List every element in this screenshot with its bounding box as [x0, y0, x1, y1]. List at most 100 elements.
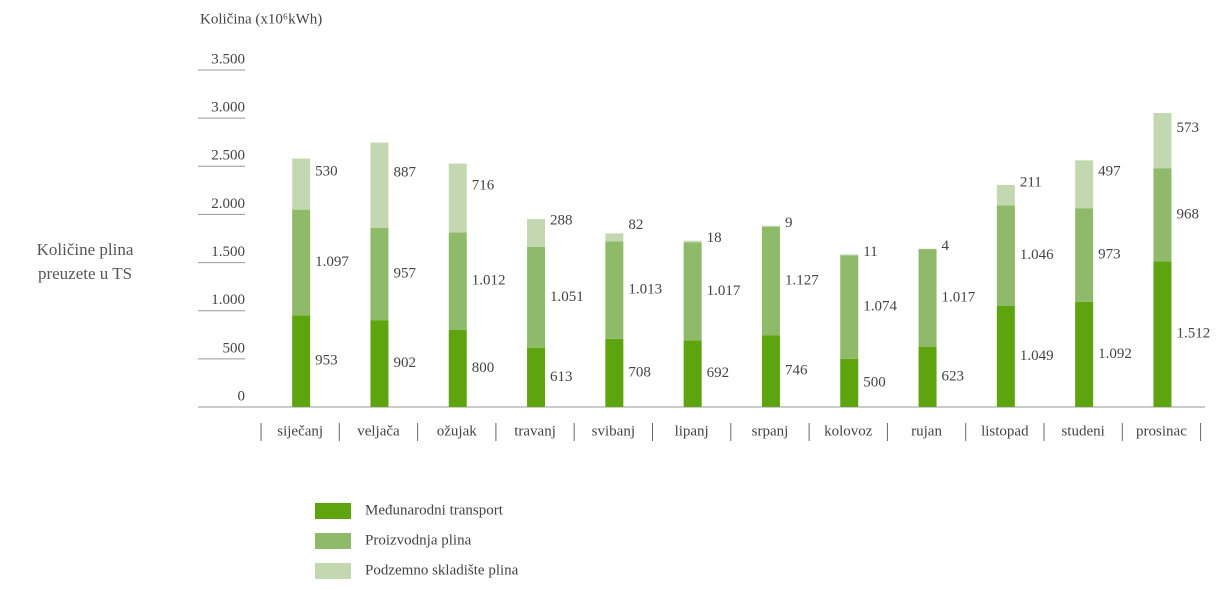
value-label: 746 — [785, 363, 808, 379]
y-tick-label: 0 — [238, 388, 246, 404]
value-label: 530 — [315, 164, 338, 180]
bar-segment — [996, 305, 1015, 407]
value-label: 1.512 — [1176, 326, 1210, 342]
value-label: 968 — [1176, 206, 1199, 222]
value-label: 211 — [1020, 175, 1042, 191]
value-label: 1.013 — [628, 281, 662, 297]
bar-segment — [683, 242, 702, 341]
bar-segment — [840, 255, 859, 359]
value-label: 1.012 — [472, 273, 506, 289]
bar-segment — [683, 340, 702, 407]
value-label: 623 — [942, 368, 965, 384]
y-tick-label: 1.500 — [211, 244, 245, 260]
bar-segment — [761, 226, 780, 336]
legend-label: Proizvodnja plina — [365, 532, 472, 548]
bar-segment — [370, 142, 389, 229]
value-label: 1.046 — [1020, 247, 1054, 263]
value-label: 1.017 — [707, 283, 741, 299]
value-label: 288 — [550, 212, 573, 228]
value-label: 957 — [393, 266, 416, 282]
bar-segment — [527, 219, 546, 247]
value-label: 1.051 — [550, 289, 584, 305]
side-label: Količine plina preuzete u TS — [36, 240, 134, 283]
value-label: 82 — [628, 217, 643, 233]
value-label: 1.097 — [315, 254, 349, 270]
bar-segment — [1075, 301, 1094, 407]
value-label: 1.092 — [1098, 346, 1132, 362]
bar-segment — [1153, 168, 1172, 262]
bar-segment — [527, 246, 546, 348]
value-label: 973 — [1098, 246, 1121, 262]
y-tick-label: 500 — [223, 340, 246, 356]
bar-segment — [292, 158, 311, 210]
y-axis-label: Količina (x10⁶kWh) — [200, 11, 322, 27]
value-label: 9 — [785, 215, 793, 231]
legend-swatch — [315, 533, 351, 549]
bar-segment — [918, 347, 937, 407]
value-label: 1.074 — [863, 299, 897, 315]
x-tick-label: studeni — [1061, 423, 1104, 439]
value-label: 692 — [707, 365, 730, 381]
x-tick-label: veljača — [357, 423, 400, 439]
legend-swatch — [315, 503, 351, 519]
value-label: 953 — [315, 353, 338, 369]
bar-segment — [683, 240, 702, 243]
bar-segment — [605, 338, 624, 407]
x-tick-label: prosinac — [1136, 423, 1187, 439]
bar-segment — [840, 254, 859, 256]
bar-segment — [918, 249, 937, 348]
bar-segment — [292, 209, 311, 316]
x-tick-label: siječanj — [277, 423, 323, 439]
x-tick-label: travanj — [514, 423, 556, 439]
y-tick-label: 3.000 — [211, 100, 245, 116]
bar-segment — [292, 315, 311, 407]
legend-swatch — [315, 563, 351, 579]
y-tick-label: 3.500 — [211, 51, 245, 67]
bar-segment — [1075, 160, 1094, 209]
bar-segment — [1075, 208, 1094, 302]
bar-segment — [761, 225, 780, 227]
bar-segment — [605, 233, 624, 242]
bar-segment — [370, 228, 389, 321]
x-tick-label: lipanj — [675, 423, 709, 439]
x-tick-label: rujan — [911, 423, 942, 439]
bar-segment — [1153, 113, 1172, 169]
value-label: 1.049 — [1020, 348, 1054, 364]
value-label: 497 — [1098, 164, 1121, 180]
value-label: 1.127 — [785, 272, 819, 288]
y-tick-label: 2.500 — [211, 148, 245, 164]
x-tick-label: ožujak — [437, 423, 477, 439]
value-label: 887 — [393, 165, 416, 181]
bar-segment — [1153, 261, 1172, 407]
value-label: 500 — [863, 374, 886, 390]
x-tick-label: srpanj — [752, 423, 789, 439]
value-label: 573 — [1176, 120, 1199, 136]
bar-segment — [840, 358, 859, 407]
value-label: 4 — [942, 238, 950, 254]
value-label: 18 — [707, 230, 722, 246]
bar-segment — [370, 320, 389, 407]
bar-segment — [996, 205, 1015, 306]
bar-segment — [527, 347, 546, 407]
legend-label: Međunarodni transport — [365, 502, 504, 518]
x-tick-label: listopad — [981, 423, 1029, 439]
bar-segment — [761, 335, 780, 407]
value-label: 902 — [393, 355, 416, 371]
x-tick-label: svibanj — [592, 423, 635, 439]
value-label: 708 — [628, 364, 651, 380]
bar-segment — [996, 184, 1015, 206]
bar-segment — [448, 163, 467, 233]
value-label: 716 — [472, 177, 495, 193]
bar-segment — [448, 232, 467, 330]
value-label: 1.017 — [942, 289, 976, 305]
y-tick-label: 2.000 — [211, 196, 245, 212]
legend-label: Podzemno skladište plina — [365, 562, 519, 578]
y-tick-label: 1.000 — [211, 292, 245, 308]
value-label: 800 — [472, 360, 495, 376]
bar-segment — [605, 241, 624, 339]
bar-segment — [448, 329, 467, 407]
x-tick-label: kolovoz — [824, 423, 873, 439]
value-label: 613 — [550, 369, 573, 385]
